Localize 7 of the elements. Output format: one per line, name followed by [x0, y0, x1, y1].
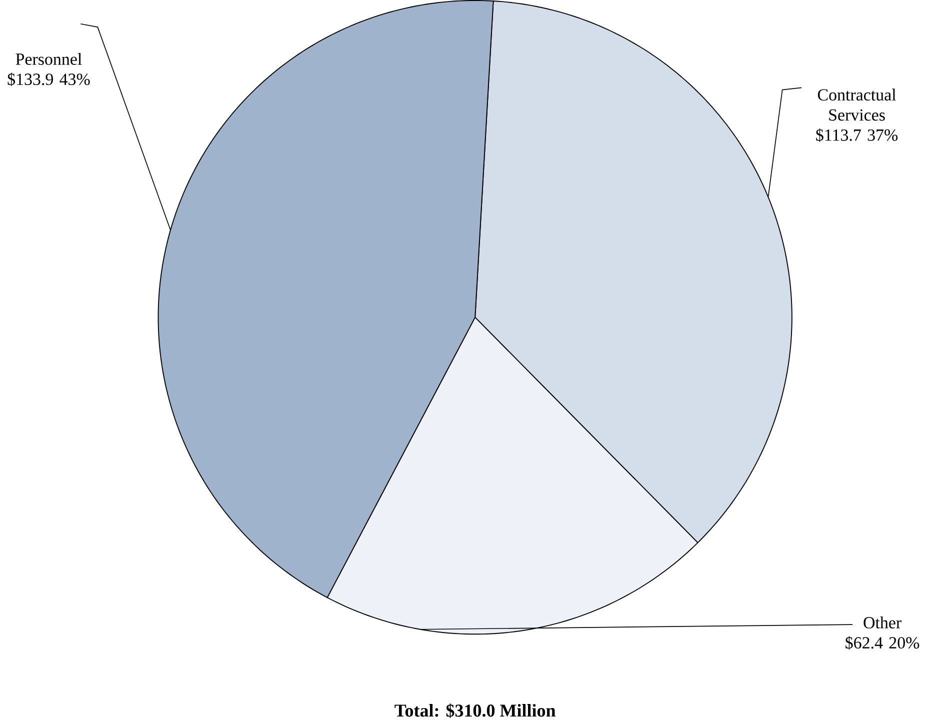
data-label: $113.7 37%	[816, 128, 898, 142]
slice-label: Contractual Services	[818, 88, 896, 120]
slice-label: Other	[864, 616, 902, 628]
data-label: $133.9 43%	[8, 72, 90, 86]
data-label: $62.4 20%	[846, 636, 920, 650]
text: Total: $310.0 Million	[394, 703, 556, 718]
slice-label: Personnel	[16, 52, 82, 65]
